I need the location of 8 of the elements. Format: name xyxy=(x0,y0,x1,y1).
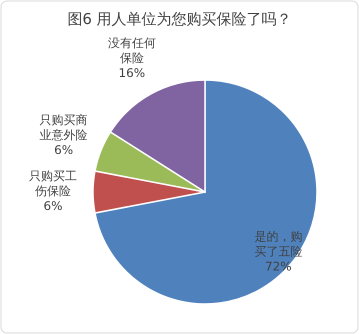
data-label: 6% xyxy=(54,143,74,158)
data-label: 6% xyxy=(43,199,63,214)
pie-slice xyxy=(94,79,318,305)
data-label: 16% xyxy=(118,66,146,80)
slice-label: 只购买商业意外险 xyxy=(40,113,88,142)
chart-title: 图6 用人单位为您购买保险了吗？ xyxy=(67,10,292,28)
slice-label: 只购买工伤保险 xyxy=(29,169,77,198)
slice-label: 没有任何保险 xyxy=(108,36,156,66)
